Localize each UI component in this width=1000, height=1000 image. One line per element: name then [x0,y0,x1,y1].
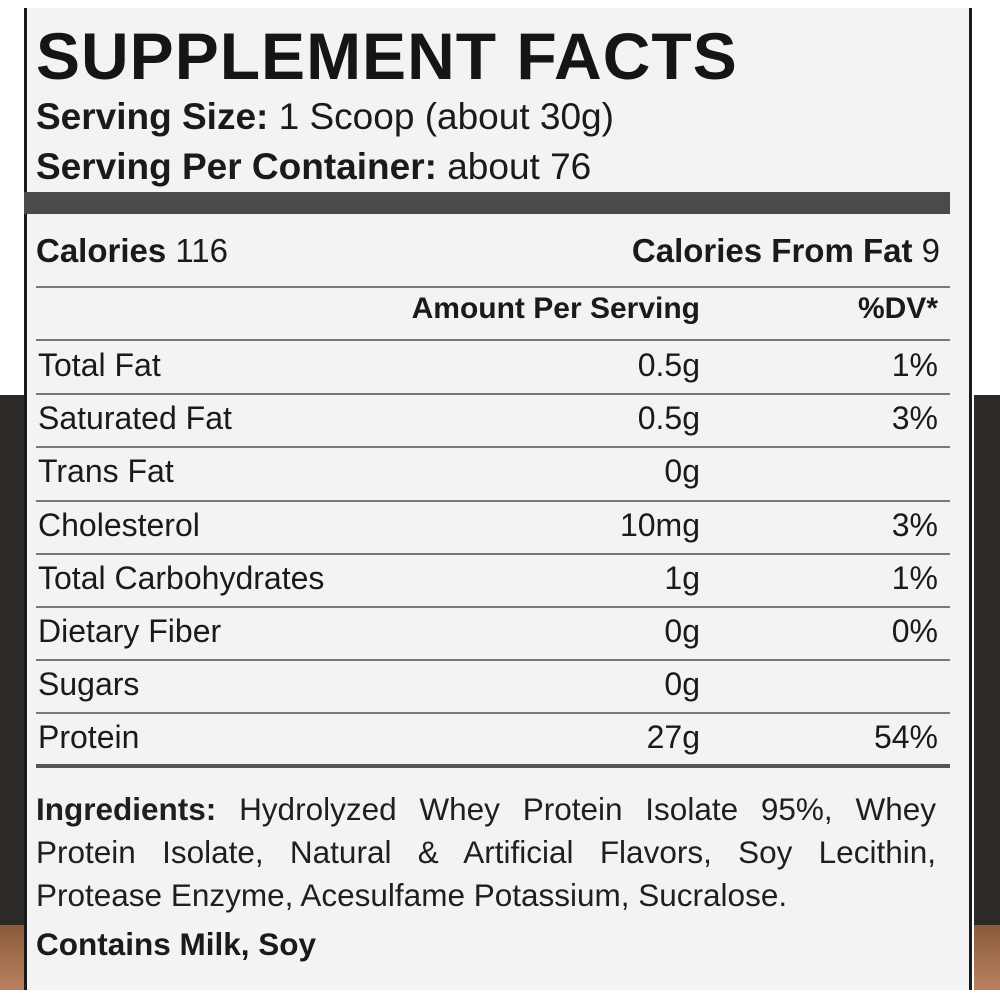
ingredients-label: Ingredients: [36,791,217,827]
nutrient-dv: 0% [891,613,938,649]
thick-divider [24,192,950,214]
supplement-facts-panel [24,8,972,990]
ingredients: Ingredients: Hydrolyzed Whey Protein Iso… [36,788,936,917]
nutrient-name: Total Fat [38,347,161,383]
servings-per-container-label: Serving Per Container: [36,146,437,187]
nutrient-name: Cholesterol [38,506,200,543]
nutrient-amount: 0.5g [637,347,700,383]
nutrient-dv: 3% [891,400,938,437]
divider [36,393,950,396]
nutrient-name: Dietary Fiber [38,613,222,649]
nutrient-amount: 1g [664,559,700,596]
divider [36,499,950,502]
table-row: Cholesterol 10mg 3% [36,501,940,553]
ingredients-text: Hydrolyzed Whey Protein Isolate 95%, Whe… [36,791,936,913]
table-row: Total Carbohydrates 1g 1% [36,554,940,606]
serving-size-label: Serving Size: [36,96,269,137]
table-row: Saturated Fat 0.5g 3% [36,394,940,446]
table-row: Sugars 0g [36,660,940,712]
nutrient-name: Trans Fat [38,453,174,490]
dv-column-header: %DV* [857,292,938,325]
panel-title: SUPPLEMENT FACTS [36,19,738,93]
calories-from-fat-value: 9 [921,232,940,269]
table-row: Protein 27g 54% [36,713,940,765]
divider [36,286,950,288]
calories-row: Calories 116 Calories From Fat 9 [36,232,940,278]
nutrient-name: Total Carbohydrates [38,559,325,596]
nutrient-name: Sugars [38,666,140,703]
divider [36,659,950,662]
background-right-edge [974,0,1000,1000]
nutrient-name: Saturated Fat [38,400,232,437]
calories-value: 116 [175,232,229,269]
nutrient-amount: 10mg [619,506,700,543]
divider [36,552,950,555]
divider [36,712,950,715]
nutrient-amount: 0.5g [637,400,700,437]
servings-per-container: Serving Per Container: about 76 [36,146,591,188]
serving-size: Serving Size: 1 Scoop (about 30g) [36,96,614,138]
calories-from-fat: Calories From Fat 9 [632,232,940,270]
nutrient-amount: 0g [664,666,700,703]
calories-label: Calories [36,232,167,269]
calories-from-fat-label: Calories From Fat [631,232,913,269]
nutrient-amount: 0g [664,613,700,649]
servings-per-container-value: about 76 [447,146,592,187]
nutrient-dv: 3% [891,506,938,543]
bottom-divider [36,764,950,768]
allergen-statement: Contains Milk, Soy [36,926,317,962]
table-row: Dietary Fiber 0g 0% [36,607,940,659]
nutrient-dv: 54% [873,719,938,756]
nutrient-amount: 27g [646,719,700,756]
table-row: Trans Fat 0g [36,447,940,499]
table-row: Total Fat 0.5g 1% [36,341,940,393]
divider [36,606,950,608]
nutrient-dv: 1% [891,559,938,596]
calories: Calories 116 [36,232,228,270]
divider [36,446,950,449]
amount-column-header: Amount Per Serving [411,292,700,325]
nutrient-amount: 0g [664,453,700,490]
background-left-edge [0,0,24,1000]
nutrient-dv: 1% [891,347,938,383]
column-header-row: Amount Per Serving %DV* [36,290,940,334]
nutrient-name: Protein [38,719,140,756]
divider [36,339,950,341]
serving-size-value: 1 Scoop (about 30g) [278,96,614,137]
